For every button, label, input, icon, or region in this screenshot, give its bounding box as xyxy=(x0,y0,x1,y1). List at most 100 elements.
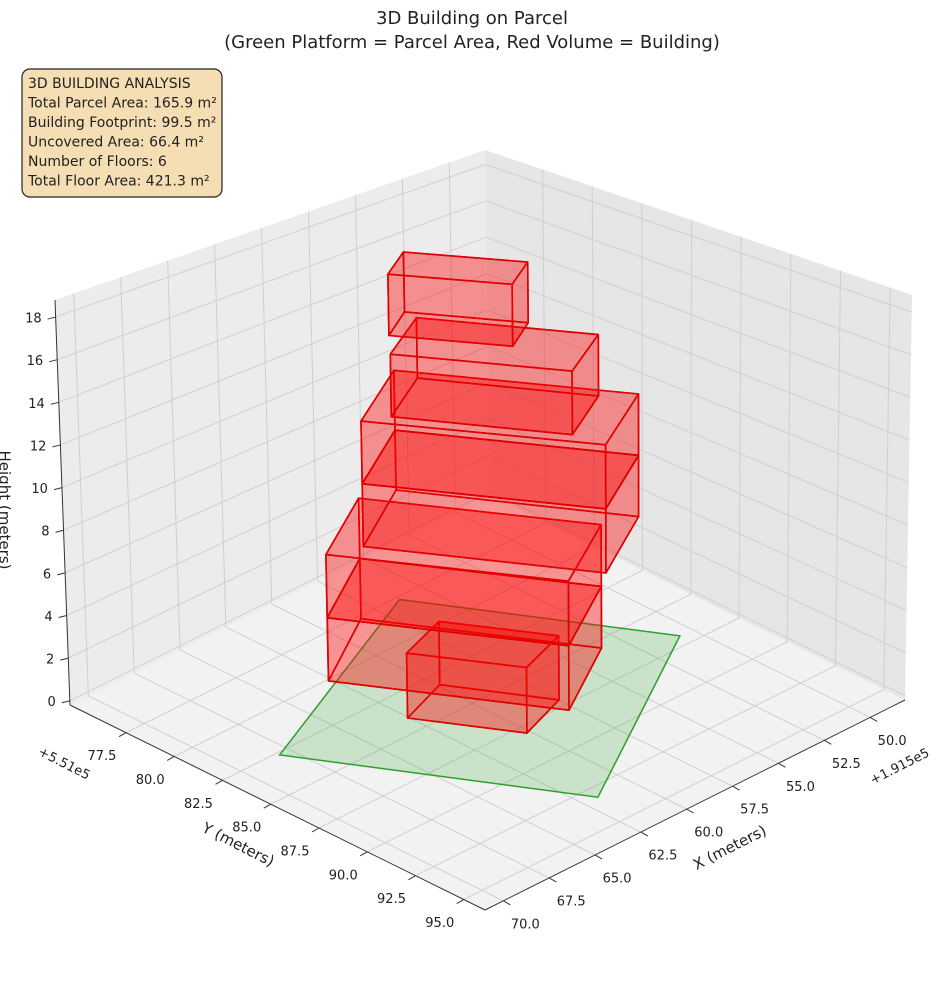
y-tick xyxy=(118,732,127,738)
grid-line xyxy=(641,203,643,571)
info-line: Total Floor Area: 421.3 m² xyxy=(27,174,210,190)
grid-line xyxy=(486,236,911,398)
z-tick-label: 14 xyxy=(28,397,45,412)
x-tick-label: 62.5 xyxy=(648,849,677,864)
chart-subtitle: (Green Platform = Parcel Area, Red Volum… xyxy=(224,32,720,53)
z-tick xyxy=(55,529,64,533)
x-tick xyxy=(503,900,511,906)
grid-line xyxy=(125,522,547,734)
grid-line xyxy=(64,381,489,574)
box-top xyxy=(360,369,640,446)
grid-line xyxy=(738,236,742,619)
z-axis-label: Height (meters) xyxy=(0,451,14,570)
grid-line xyxy=(485,200,912,356)
grid-line xyxy=(690,220,693,595)
z-tick xyxy=(61,700,70,704)
grid-line xyxy=(367,641,788,853)
info-box: 3D BUILDING ANALYSIS Total Parcel Area: 1… xyxy=(21,68,223,198)
grid-line xyxy=(261,227,273,605)
floor-pane xyxy=(70,495,905,910)
grid-line xyxy=(835,270,842,666)
x-tick xyxy=(594,854,603,860)
x-offset-text: +1.915e5 xyxy=(868,746,932,789)
x-tick-label: 50.0 xyxy=(878,734,907,749)
z-tick xyxy=(56,572,66,576)
grid-line xyxy=(487,309,909,484)
y-tick-label: 82.5 xyxy=(184,797,213,812)
y-tick-label: 77.5 xyxy=(88,749,117,764)
grid-line xyxy=(486,273,910,441)
grid-line xyxy=(120,277,135,673)
grid-line xyxy=(174,546,595,757)
box-top xyxy=(325,497,602,583)
z-tick xyxy=(49,359,58,363)
z-tick-label: 4 xyxy=(44,610,52,625)
box-top xyxy=(405,620,560,669)
x-tick xyxy=(824,739,832,745)
y-tick xyxy=(456,899,465,904)
grid-line xyxy=(883,287,891,690)
grid-line xyxy=(318,617,740,829)
y-tick xyxy=(263,803,271,809)
x-tick-label: 70.0 xyxy=(511,917,540,932)
z-tick-label: 16 xyxy=(27,354,44,369)
x-tick-label: 52.5 xyxy=(832,757,861,772)
z-tick xyxy=(53,487,63,491)
left-pane xyxy=(55,150,490,705)
y-tick-label: 95.0 xyxy=(425,916,454,931)
x-tick xyxy=(778,762,786,768)
grid-line xyxy=(489,454,907,654)
parcel xyxy=(278,598,682,799)
z-tick-label: 18 xyxy=(25,312,42,327)
grid-line xyxy=(307,211,319,582)
info-line: Number of Floors: 6 xyxy=(28,154,167,170)
grid-line xyxy=(415,665,836,877)
y-offset-text: +5.51e5 xyxy=(36,745,93,784)
info-box-frame xyxy=(21,68,223,198)
x-tick-label: 65.0 xyxy=(603,871,632,886)
grid-line xyxy=(69,490,491,702)
info-line: Building Footprint: 99.5 m² xyxy=(28,115,216,131)
grid-line xyxy=(786,253,792,642)
chart-title: 3D Building on Parcel xyxy=(376,8,568,29)
z-tick-label: 10 xyxy=(31,482,48,497)
y-tick-label: 92.5 xyxy=(377,892,406,907)
x-tick-label: 60.0 xyxy=(694,826,723,841)
grid-line xyxy=(485,164,912,313)
grid-line xyxy=(488,381,908,569)
y-tick xyxy=(360,851,368,857)
z-axis-line xyxy=(54,299,71,706)
z-tick-label: 6 xyxy=(43,567,51,582)
y-tick xyxy=(311,827,320,833)
grid-line xyxy=(448,162,456,513)
grid-line xyxy=(55,164,486,318)
grid-line xyxy=(542,169,547,523)
z-tick xyxy=(52,444,61,448)
z-tick xyxy=(50,401,59,405)
grid-line xyxy=(489,490,906,697)
x-tick-label: 55.0 xyxy=(786,780,815,795)
y-tick xyxy=(215,779,223,785)
grid-line xyxy=(58,236,487,403)
x-tick xyxy=(640,831,649,837)
plot-area xyxy=(47,150,912,911)
info-line: 3D BUILDING ANALYSIS xyxy=(28,76,191,92)
grid-line xyxy=(488,418,907,611)
y-tick-label: 90.0 xyxy=(329,868,358,883)
x-tick xyxy=(686,808,694,814)
grid-line xyxy=(214,244,227,628)
info-line: Uncovered Area: 66.4 m² xyxy=(28,135,204,151)
grid-line xyxy=(66,418,490,616)
z-tick xyxy=(58,614,67,618)
box-top xyxy=(387,251,529,286)
y-axis-line xyxy=(69,704,486,911)
y-tick xyxy=(166,756,175,761)
z-tick-label: 2 xyxy=(46,653,54,668)
y-tick-label: 80.0 xyxy=(136,773,165,788)
y-tick xyxy=(408,875,416,881)
y-tick-label: 85.0 xyxy=(232,821,261,836)
z-tick-label: 12 xyxy=(30,439,47,454)
x-tick xyxy=(732,785,740,791)
x-axis-line xyxy=(484,699,906,911)
x-tick xyxy=(869,716,878,722)
